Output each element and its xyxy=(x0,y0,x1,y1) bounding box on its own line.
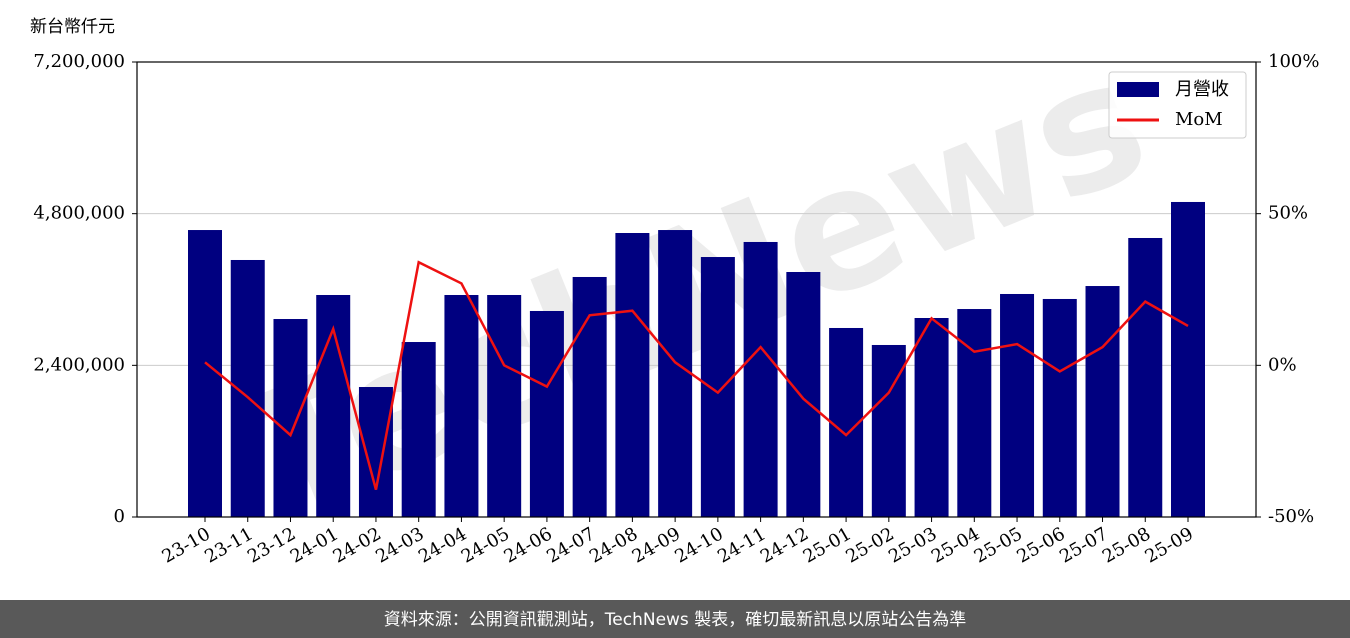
y-axis-label: 新台幣仟元 xyxy=(30,17,115,37)
bar xyxy=(1000,293,1035,517)
x-tick-label: 25-01 xyxy=(800,523,855,567)
y2-tick-label: 50% xyxy=(1268,203,1308,224)
bar xyxy=(444,294,479,517)
bar xyxy=(743,241,778,517)
legend-label: 月營收 xyxy=(1175,79,1229,100)
bar xyxy=(1042,298,1077,517)
x-tick-label: 24-07 xyxy=(543,523,598,567)
footer-bar xyxy=(0,600,1350,638)
x-tick-label: 24-06 xyxy=(500,523,555,567)
y2-tick-label: -50% xyxy=(1268,506,1314,527)
x-tick-label: 25-09 xyxy=(1142,523,1197,567)
bar xyxy=(615,233,650,518)
legend-label: MoM xyxy=(1175,109,1223,130)
x-tick-label: 24-12 xyxy=(757,523,812,567)
footer: 資料來源：公開資訊觀測站，TechNews 製表，確切最新訊息以原站公告為準 xyxy=(384,610,966,630)
x-tick-label: 24-04 xyxy=(415,523,470,567)
y-tick-label: 7,200,000 xyxy=(33,51,125,72)
y-tick-label: 4,800,000 xyxy=(33,203,125,224)
x-tick-label: 23-11 xyxy=(201,523,256,567)
legend-swatch xyxy=(1117,82,1159,97)
x-tick-label: 25-06 xyxy=(1013,523,1068,567)
bar xyxy=(188,230,222,517)
x-tick-label: 24-11 xyxy=(714,523,769,567)
bar xyxy=(957,309,992,517)
x-tick-label: 25-07 xyxy=(1056,523,1111,567)
x-tick-label: 23-12 xyxy=(244,523,299,567)
x-tick-label: 23-10 xyxy=(159,523,214,567)
bar xyxy=(1085,286,1120,517)
bar xyxy=(487,294,522,517)
x-tick-label: 24-08 xyxy=(586,523,641,567)
y-tick-label: 0 xyxy=(114,506,125,527)
plot-frame xyxy=(136,61,1257,518)
x-tick-label: 25-02 xyxy=(842,523,897,567)
x-tick-label: 25-04 xyxy=(928,523,983,567)
x-tick-label: 24-03 xyxy=(372,523,427,567)
bar xyxy=(700,257,735,517)
y-tick-label: 2,400,000 xyxy=(33,354,125,375)
y2-tick-label: 100% xyxy=(1268,51,1319,72)
x-tick-label: 25-08 xyxy=(1099,523,1154,567)
bar xyxy=(273,319,308,517)
x-tick-label: 24-10 xyxy=(671,523,726,567)
bar xyxy=(658,230,693,517)
x-tick-label: 24-09 xyxy=(629,523,684,567)
bar xyxy=(1128,237,1163,517)
bar xyxy=(1171,201,1205,517)
x-tick-label: 24-05 xyxy=(458,523,513,567)
y2-tick-label: 0% xyxy=(1268,354,1297,375)
bar xyxy=(401,342,436,517)
bar xyxy=(358,387,393,517)
mom-line xyxy=(204,260,1189,491)
bar xyxy=(529,310,564,517)
bar xyxy=(914,318,949,517)
bar xyxy=(786,271,821,517)
x-tick-label: 25-05 xyxy=(971,523,1026,567)
x-tick-label: 25-03 xyxy=(885,523,940,567)
